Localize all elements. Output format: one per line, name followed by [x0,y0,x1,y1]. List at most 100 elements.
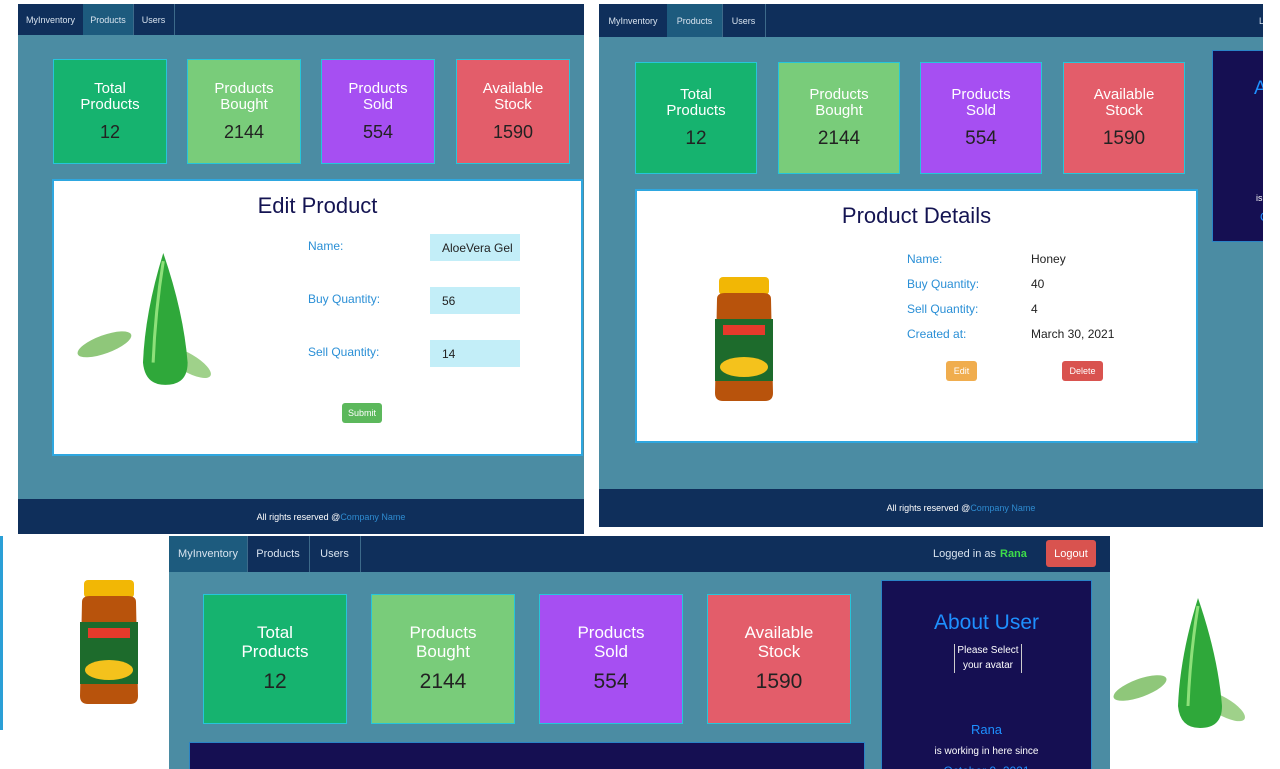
product-details-screen: MyInventory Products Users L Total Products 1… [599,4,1263,527]
stat-label: Total Products [80,79,140,113]
stat-label: Products Sold [951,85,1011,119]
honey-product-image [709,275,777,405]
details-card: Product Details Name: Honey Buy Quantity: 4… [635,189,1198,443]
stat-label: Available Stock [744,623,814,661]
login-label: Logged in as [933,548,996,560]
about-user: About User Please Select your avatar Rana i… [881,580,1092,769]
stat-card: Available Stock 1590 [456,59,570,164]
stat-value: 12 [99,121,121,142]
detail-label: Sell Quantity: [907,302,979,316]
stat-value: 554 [593,669,629,693]
company-link[interactable]: Company Name [340,511,406,522]
footer-label: All rights reserved @ [886,503,971,513]
about-title: About User [933,611,1040,634]
detail-value: 40 [1031,277,1045,291]
edge-border [0,536,3,730]
stat-label: Products Bought [809,85,869,119]
about-box-clipped: Ais C [1212,50,1263,242]
edit-card: Edit Product Name: AloeVera Gel Buy Quanti… [52,179,583,456]
delete-button[interactable]: Delete [1062,361,1103,381]
nav-link[interactable]: Products [247,536,310,572]
detail-value: Honey [1031,252,1066,266]
detail-value: March 30, 2021 [1031,327,1115,341]
nav-link[interactable]: MyInventory [599,4,668,37]
stat-card: Total Products 12 [635,62,757,174]
navbar: MyInventory Products Users Logged in as Rana… [169,536,1110,572]
stat-label: Products Sold [577,623,645,661]
stat-card: Available Stock 1590 [707,594,851,724]
nav-link[interactable]: MyInventory [169,536,248,572]
field-input[interactable]: AloeVera Gel [430,234,520,261]
clipped-text: L [1259,16,1263,26]
detail-label: Created at: [907,327,967,341]
stat-card: Products Sold 554 [920,62,1042,174]
since-date: October 9, 2021 [882,764,1091,769]
stat-card: Products Bought 2144 [187,59,301,164]
edit-product-screen: MyInventory Products Users Total Products 12… [18,4,584,534]
field-label: Sell Quantity: [308,345,380,359]
stat-label: Products Bought [214,79,274,113]
stat-card: Available Stock 1590 [1063,62,1185,174]
stat-card: Products Bought 2144 [778,62,900,174]
stat-value: 1590 [1102,127,1146,149]
aloe-product-image-svg [77,253,211,385]
aloe-product-image [74,249,214,391]
nav-link[interactable]: Users [722,4,766,37]
since-text: is working in here since [934,746,1039,757]
nav-link[interactable]: MyInventory [18,4,84,35]
company-link[interactable]: Company Name [970,503,1036,513]
stat-label: Total Products [666,85,726,119]
stat-label: Total Products [241,623,309,661]
about-name: Rana [970,722,1003,737]
stat-value: 2144 [223,121,265,142]
stat-value: 2144 [419,669,467,693]
stat-card: Total Products 12 [53,59,167,164]
stat-card: Total Products 12 [203,594,347,724]
submit-button[interactable]: Submit [342,403,382,423]
nav-link[interactable]: Products [667,4,723,37]
stat-value: 554 [965,127,997,149]
clipped-text: is [1256,193,1263,203]
edit-button[interactable]: Edit [946,361,977,381]
footer: All rights reserved @Company Name [599,489,1263,527]
nav-link[interactable]: Users [309,536,361,572]
field-input[interactable]: 14 [430,340,520,367]
content-card [189,742,865,769]
detail-label: Name: [907,252,943,266]
stat-label: Products Bought [409,623,477,661]
stat-label: Available Stock [1093,85,1155,119]
logout-button[interactable]: Logout [1046,540,1096,567]
avatar-prompt[interactable]: Please Select your avatar [954,644,1022,673]
navbar: MyInventory Products Users [18,4,584,35]
stat-card: Products Bought 2144 [371,594,515,724]
honey-image [715,277,773,401]
nav-link[interactable]: Users [133,4,175,35]
detail-label: Buy Quantity: [907,277,980,291]
user-name: Rana [1000,548,1027,560]
login-status: Logged in as Rana [933,548,1027,560]
dashboard-screen: MyInventory Products Users Logged in as Rana… [169,536,1110,769]
field-label: Buy Quantity: [308,292,381,306]
footer-text: All rights reserved @Company Name [887,503,1036,513]
stat-value: 1590 [755,669,803,693]
detail-value: 4 [1031,302,1038,316]
stat-value: 554 [362,121,394,142]
footer-text: All rights reserved @Company Name [257,512,406,522]
stat-card: Products Sold 554 [539,594,683,724]
stat-label: Available Stock [482,79,544,113]
stat-value: 12 [685,127,707,149]
footer: All rights reserved @Company Name [18,499,584,534]
stat-value: 1590 [492,121,534,142]
stat-value: 2144 [817,127,861,149]
nav-link[interactable]: Products [83,4,134,35]
card-title: Product Details [841,203,992,228]
clipped-text: A [1254,78,1263,99]
stat-value: 12 [263,669,287,693]
honey-image [80,580,138,704]
field-input[interactable]: 56 [430,287,520,314]
stat-label: Products Sold [348,79,408,113]
footer-label: All rights reserved @ [256,511,341,522]
navbar: MyInventory Products Users [599,4,1263,37]
aloe-image [1113,598,1245,728]
